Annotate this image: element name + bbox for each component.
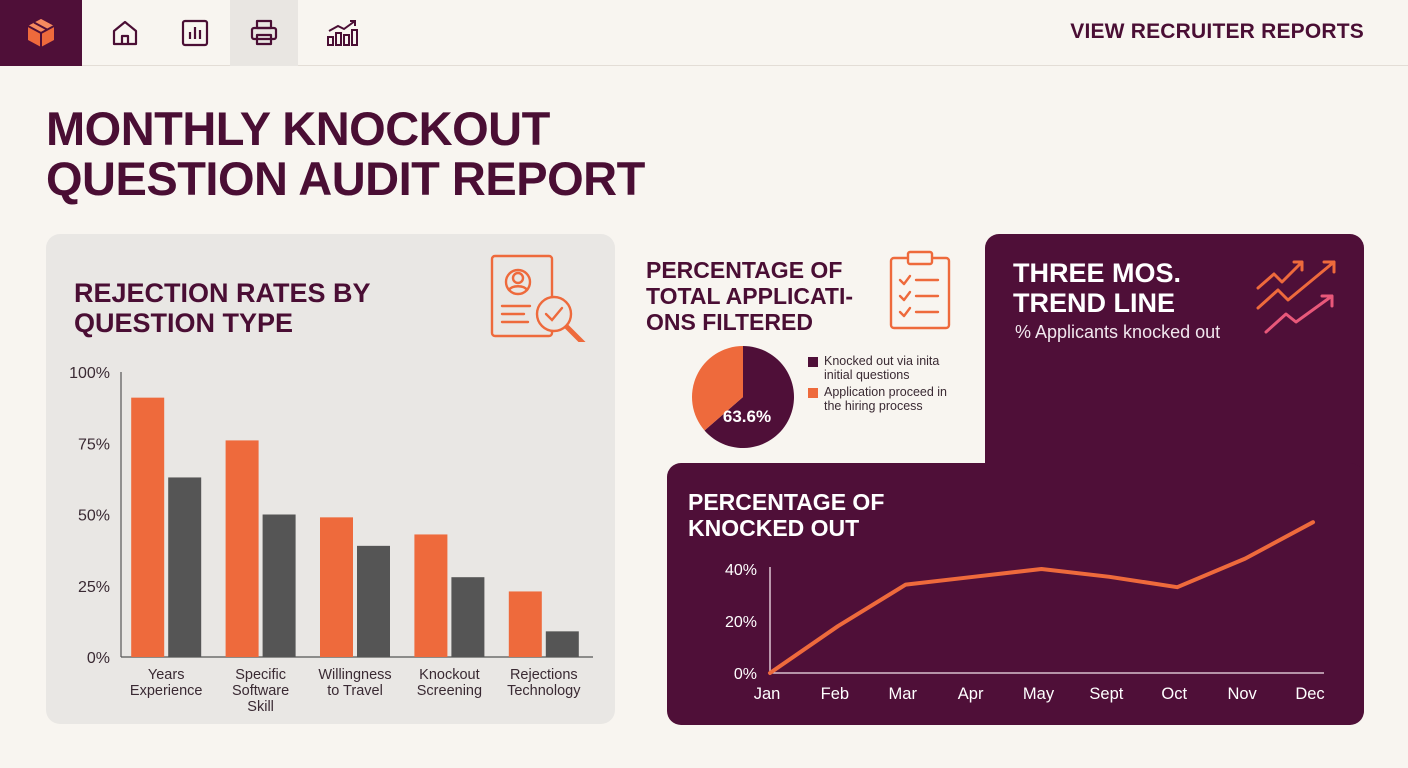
bar-chart-icon <box>181 19 209 47</box>
rejection-rates-panel: REJECTION RATES BY QUESTION TYPE <box>46 234 615 724</box>
pie-slice <box>692 346 743 431</box>
pie-data-label: 63.6% <box>723 407 771 426</box>
nav-growth-button[interactable] <box>308 0 376 66</box>
page-title: MONTHLY KNOCKOUT QUESTION AUDIT REPORT <box>46 102 645 205</box>
legend-swatch-knocked-out <box>808 357 818 367</box>
profile-search-icon <box>490 254 594 351</box>
bar-chart-title: REJECTION RATES BY QUESTION TYPE <box>74 278 371 338</box>
growth-chart-icon <box>327 20 358 46</box>
legend-label: Knocked out via inita initial questions <box>824 354 940 382</box>
cube-logo-icon[interactable] <box>0 0 82 66</box>
nav-analytics-button[interactable] <box>161 0 229 66</box>
home-icon <box>112 20 138 46</box>
printer-icon <box>250 19 278 46</box>
legend-item: Application proceed in the hiring proces… <box>808 385 958 413</box>
legend-swatch-proceed <box>808 388 818 398</box>
top-bar: VIEW RECRUITER REPORTS <box>0 0 1408 66</box>
legend-label: Application proceed in the hiring proces… <box>824 385 947 413</box>
line-chart-title: PERCENTAGE OF KNOCKED OUT <box>688 489 885 541</box>
pie-slice <box>704 346 794 448</box>
view-recruiter-reports-link[interactable]: VIEW RECRUITER REPORTS <box>1070 20 1364 43</box>
clipboard-checklist-icon <box>888 250 952 335</box>
nav-print-button[interactable] <box>230 0 298 66</box>
trend-arrows-icon <box>1252 256 1340 343</box>
nav-home-button[interactable] <box>91 0 159 66</box>
pie-legend: Knocked out via inita initial questions … <box>808 354 958 417</box>
pie-chart-title: PERCENTAGE OF TOTAL APPLICATI-ONS FILTER… <box>646 257 853 335</box>
trend-subtitle: % Applicants knocked out <box>1015 322 1221 342</box>
trend-title: THREE MOS. TREND LINE <box>1013 258 1182 318</box>
pie-chart: 63.6% <box>692 346 794 448</box>
legend-item: Knocked out via inita initial questions <box>808 354 958 382</box>
